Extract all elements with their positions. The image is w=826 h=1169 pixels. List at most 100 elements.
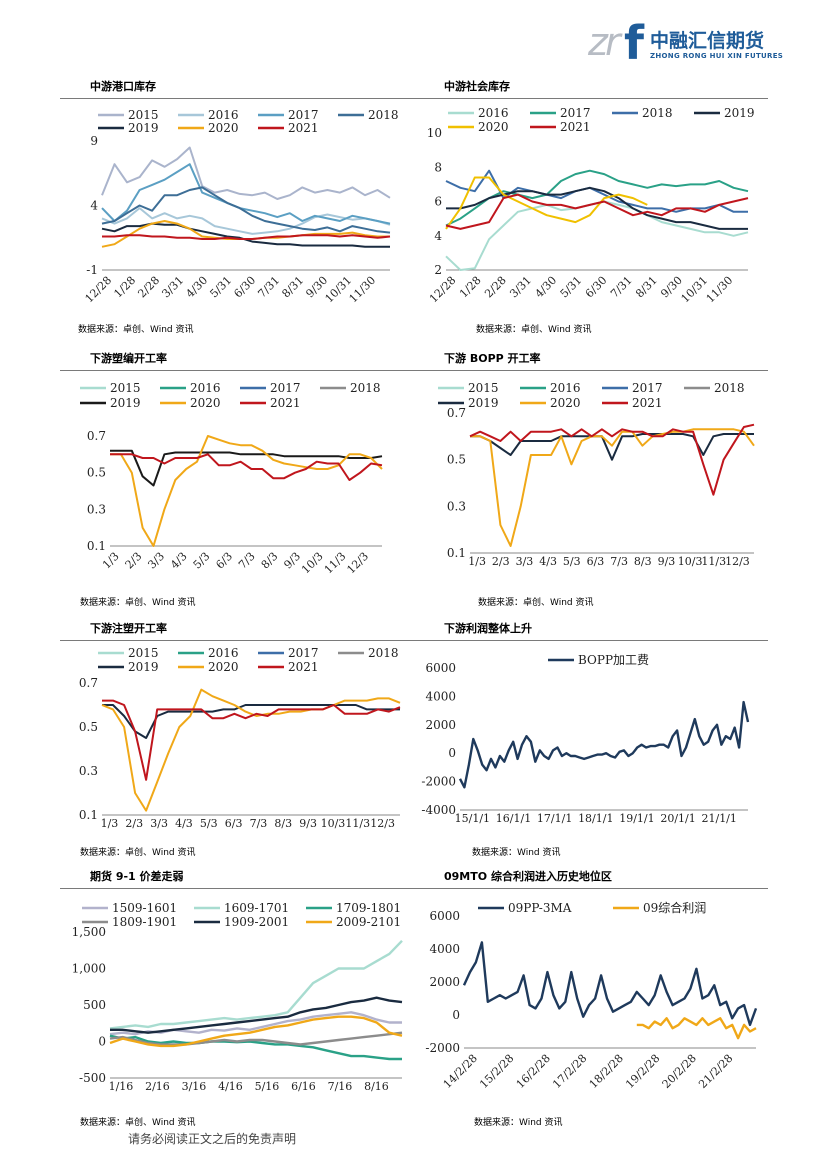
x-tick-label: 6/3 bbox=[225, 817, 243, 830]
y-tick-label: 0.1 bbox=[79, 808, 98, 822]
x-tick-label: 21/2/28 bbox=[696, 1052, 735, 1091]
legend-label: 2021 bbox=[270, 396, 301, 410]
y-tick-label: -500 bbox=[79, 1071, 106, 1085]
y-tick-label: 2000 bbox=[429, 975, 460, 989]
y-tick-label: 6 bbox=[434, 195, 442, 209]
legend-label: 1509-1601 bbox=[112, 901, 177, 915]
y-tick-label: -2000 bbox=[425, 1041, 460, 1055]
series-line bbox=[469, 423, 755, 496]
series-line bbox=[470, 433, 754, 461]
x-tick-label: 2/16 bbox=[145, 1080, 170, 1093]
x-tick-label: 7/3 bbox=[610, 555, 628, 568]
x-tick-label: 1/3 bbox=[101, 817, 119, 830]
chart-injection-rate: 0.1 0.3 0.5 0.7 1/3 2/3 3/3 4/3 5/3 6/3 7/3 8/3 9/3 1… bbox=[60, 645, 401, 840]
legend-label: 2021 bbox=[288, 121, 319, 135]
x-tick-label: 9/3 bbox=[299, 817, 317, 830]
series-line bbox=[102, 704, 400, 739]
x-tick-label: 11/30 bbox=[347, 274, 379, 306]
x-tick-label: 1/28 bbox=[111, 274, 138, 301]
legend-label: 1609-1701 bbox=[224, 901, 289, 915]
series-line bbox=[458, 700, 750, 789]
panel-title: 09MTO 综合利润进入历史地位区 bbox=[444, 870, 612, 883]
x-tick-label: 7/3 bbox=[250, 817, 268, 830]
row-divider bbox=[60, 888, 768, 889]
series-line bbox=[109, 1034, 402, 1061]
y-tick-label: 4000 bbox=[429, 942, 460, 956]
y-tick-label: -2000 bbox=[421, 775, 456, 789]
x-tick-label: 19/1/1 bbox=[619, 812, 654, 825]
legend-label: 1709-1801 bbox=[336, 901, 401, 915]
x-tick-label: 6/30 bbox=[231, 274, 258, 301]
x-tick-label: 11/30 bbox=[704, 274, 736, 306]
y-tick-label: 4 bbox=[434, 229, 442, 243]
x-tick-label: 21/1/1 bbox=[701, 812, 736, 825]
x-tick-label: 5/16 bbox=[255, 1080, 280, 1093]
x-tick-label: 5/3 bbox=[191, 550, 213, 572]
y-tick-label: 0.3 bbox=[79, 764, 98, 778]
y-tick-label: 0.3 bbox=[447, 499, 466, 513]
legend-label: 2015 bbox=[110, 381, 141, 395]
x-tick-label: 2/3 bbox=[125, 817, 143, 830]
y-tick-label: 0.7 bbox=[447, 406, 466, 420]
legend-label: 2016 bbox=[208, 108, 239, 122]
y-tick-label: 2000 bbox=[425, 718, 456, 732]
x-tick-label: 6/3 bbox=[213, 550, 235, 572]
y-tick-label: 1,500 bbox=[72, 925, 106, 939]
x-tick-label: 7/31 bbox=[608, 274, 635, 301]
x-tick-label: 5/31 bbox=[558, 274, 585, 301]
legend-label: 2017 bbox=[288, 108, 319, 122]
y-tick-label: -1 bbox=[86, 263, 98, 277]
x-tick-label: 4/3 bbox=[168, 550, 190, 572]
series-line bbox=[470, 428, 755, 547]
row-divider bbox=[60, 640, 768, 641]
x-tick-label: 17/2/28 bbox=[550, 1052, 589, 1091]
chart-bopp-rate: 0.1 0.3 0.5 0.7 1/3 2/3 3/3 4/3 5/3 6/3 7/3 8/3 9/3 1… bbox=[418, 378, 758, 583]
x-tick-label: 16/1/1 bbox=[496, 812, 531, 825]
x-tick-label: 6/16 bbox=[291, 1080, 316, 1093]
brand-name-en: ZHONG RONG HUI XIN FUTURES bbox=[650, 52, 784, 60]
x-tick-label: 1/3 bbox=[100, 550, 122, 572]
series-line bbox=[110, 435, 383, 547]
series-line bbox=[109, 939, 403, 1030]
x-tick-label: 12/3 bbox=[344, 550, 371, 577]
panel-title: 下游塑编开工率 bbox=[90, 352, 167, 365]
legend-label: 2015 bbox=[128, 646, 159, 660]
x-tick-label: 5/3 bbox=[563, 555, 581, 568]
x-tick-label: 14/2/28 bbox=[441, 1052, 480, 1091]
legend-label: 2016 bbox=[190, 381, 221, 395]
x-tick-label: 18/2/28 bbox=[587, 1052, 626, 1091]
legend-label: 2018 bbox=[714, 381, 745, 395]
legend-label: 2019 bbox=[724, 106, 755, 120]
x-tick-label: 17/1/1 bbox=[537, 812, 572, 825]
source-note: 数据来源：卓创、Wind 资讯 bbox=[478, 598, 594, 608]
series-line bbox=[109, 1015, 403, 1048]
legend-label: 09PP-3MA bbox=[508, 901, 572, 915]
x-tick-label: 2/3 bbox=[123, 550, 145, 572]
y-tick-label: 4 bbox=[90, 199, 98, 213]
x-tick-label: 8/3 bbox=[634, 555, 652, 568]
x-tick-label: 6/30 bbox=[583, 274, 610, 301]
x-tick-label: 15/1/1 bbox=[455, 812, 490, 825]
y-tick-label: -4000 bbox=[421, 803, 456, 817]
y-tick-label: 6000 bbox=[429, 909, 460, 923]
x-tick-label: 2/28 bbox=[135, 274, 162, 301]
chart-social-inventory: 2 4 6 8 10 12/28 1/28 2/28 3/31 4/30 5/31 6/30 7/31 8… bbox=[418, 105, 758, 315]
x-tick-label: 4/3 bbox=[539, 555, 557, 568]
x-tick-label: 9/3 bbox=[658, 555, 676, 568]
legend-label: 2017 bbox=[270, 381, 301, 395]
disclaimer-footer: 请务必阅读正文之后的免责声明 bbox=[128, 1132, 297, 1146]
x-tick-label: 10/31 bbox=[323, 274, 355, 306]
series-line bbox=[101, 207, 391, 235]
x-tick-label: 10/3 bbox=[299, 550, 326, 577]
x-tick-label: 2/28 bbox=[482, 274, 509, 301]
source-note: 数据来源：卓创、Wind 资讯 bbox=[80, 598, 196, 608]
x-tick-label: 8/31 bbox=[633, 274, 660, 301]
y-tick-label: 0 bbox=[452, 1008, 460, 1022]
logo-letters: zr bbox=[588, 20, 621, 64]
legend-label: 2016 bbox=[478, 106, 509, 120]
y-tick-label: 0.7 bbox=[79, 676, 98, 690]
x-tick-label: 10/3 bbox=[678, 555, 703, 568]
series-line bbox=[102, 699, 401, 781]
